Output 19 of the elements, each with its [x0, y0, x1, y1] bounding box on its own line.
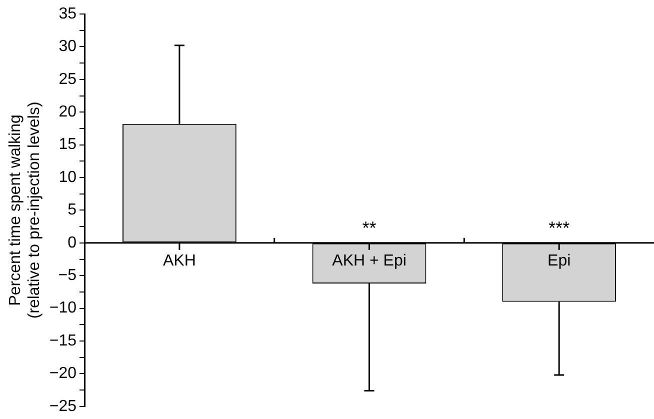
x-tick-label: Epi — [548, 252, 571, 270]
x-tick-label: AKH — [162, 252, 196, 270]
y-axis-title: Percent time spent walking (relative to pre-injection levels) — [7, 102, 44, 319]
y-tick-label: 5 — [68, 202, 77, 219]
y-tick-label: 10 — [58, 168, 77, 186]
annotation: ** — [362, 218, 376, 238]
y-tick-label: 30 — [58, 38, 77, 56]
y-tick-label: 0 — [68, 234, 77, 252]
y-tick-label: −20 — [49, 365, 77, 382]
y-tick-label: 20 — [58, 104, 77, 121]
y-tick-label: 35 — [58, 5, 77, 22]
y-tick-label: 15 — [58, 136, 77, 154]
annotation: *** — [548, 218, 570, 238]
y-tick-label: −5 — [58, 267, 77, 284]
y-tick-label: −25 — [49, 398, 77, 415]
y-tick-label: −15 — [49, 332, 77, 350]
y-tick-label: −10 — [49, 300, 77, 317]
x-tick-label: AKH + Epi — [332, 252, 406, 270]
y-tick-label: 25 — [58, 70, 77, 88]
